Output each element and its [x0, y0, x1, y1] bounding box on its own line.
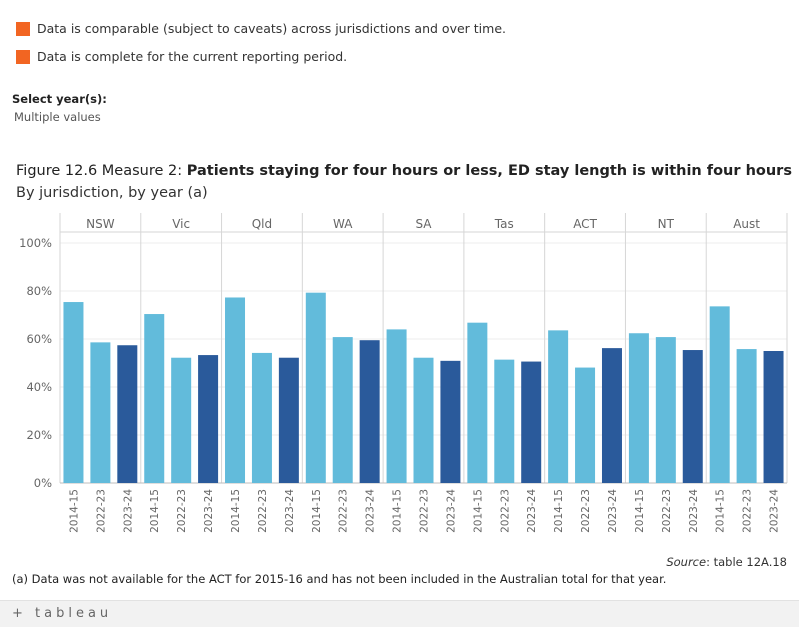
y-tick-label: 100% [19, 236, 52, 250]
y-tick-label: 0% [34, 476, 52, 490]
x-tick-label: 2014-15 [715, 489, 727, 533]
bar-chart: 0% 20% 40% 60% 80% 100% NSW 2014-15 2022-23 2023-… [19, 213, 788, 533]
year-filter-label: Select year(s): [12, 92, 107, 106]
bar [90, 342, 111, 483]
x-tick-label: 2022-23 [499, 489, 511, 533]
bar [548, 330, 569, 483]
x-tick-label: 2014-15 [634, 489, 646, 533]
legend-complete-text: Data is complete for the current reporti… [37, 49, 348, 64]
bar [251, 352, 272, 483]
source-label: Source [666, 555, 707, 569]
bar [386, 329, 407, 483]
source-text: : table 12A.18 [706, 555, 787, 569]
bar [332, 337, 353, 483]
bar [682, 350, 703, 483]
legend-swatch-complete [16, 49, 30, 64]
panel-header-tas: Tas [494, 217, 514, 231]
x-tick-label: 2014-15 [472, 489, 484, 533]
x-tick-label: 2022-23 [338, 489, 350, 533]
year-filter-value[interactable]: Multiple values [14, 110, 101, 124]
bar [63, 302, 84, 483]
bar [305, 292, 326, 483]
bar [763, 351, 784, 483]
y-tick-label: 80% [26, 284, 52, 298]
bar [413, 357, 434, 483]
bar [144, 314, 165, 483]
x-tick-label: 2022-23 [95, 489, 107, 533]
legend-comparable: Data is comparable (subject to caveats) … [16, 21, 506, 36]
x-tick-label: 2014-15 [68, 489, 80, 533]
tableau-footer: + tableau [0, 600, 799, 627]
x-tick-label: 2014-15 [392, 489, 404, 533]
bar [467, 322, 488, 483]
bar [225, 297, 246, 483]
x-tick-label: 2022-23 [176, 489, 188, 533]
bar [171, 357, 192, 483]
bar [521, 361, 542, 483]
panel-header-act: ACT [573, 217, 597, 231]
x-tick-label: 2014-15 [149, 489, 161, 533]
x-tick-label: 2022-23 [661, 489, 673, 533]
bar [494, 359, 515, 483]
x-tick-label: 2022-23 [419, 489, 431, 533]
panel-header-sa: SA [415, 217, 432, 231]
legend-complete: Data is complete for the current reporti… [16, 49, 347, 64]
x-tick-label: 2023-24 [607, 489, 619, 533]
x-tick-label: 2023-24 [526, 489, 538, 533]
bar [736, 349, 757, 483]
bar [278, 357, 299, 483]
bar [575, 367, 596, 483]
x-tick-label: 2023-24 [445, 489, 457, 533]
bar [117, 345, 138, 483]
bar [440, 360, 461, 483]
panel-header-wa: WA [333, 217, 353, 231]
chart-title: Figure 12.6 Measure 2: Patients staying … [16, 163, 792, 179]
panel-header-nt: NT [658, 217, 675, 231]
tableau-logo[interactable]: + tableau [12, 606, 113, 621]
panel-header-bar [60, 213, 787, 232]
bar [198, 355, 219, 483]
bar [709, 306, 730, 483]
bar [359, 340, 380, 483]
bar [655, 337, 676, 483]
x-tick-label: 2022-23 [742, 489, 754, 533]
bar [628, 333, 649, 483]
x-tick-label: 2022-23 [580, 489, 592, 533]
x-tick-label: 2023-24 [122, 489, 134, 533]
x-tick-label: 2023-24 [365, 489, 377, 533]
legend-swatch-comparable [16, 21, 30, 36]
chart-title-main: Patients staying for four hours or less,… [186, 163, 792, 179]
y-tick-label: 20% [26, 428, 52, 442]
bar [601, 348, 622, 483]
x-tick-label: 2023-24 [284, 489, 296, 533]
x-tick-label: 2014-15 [553, 489, 565, 533]
y-tick-label: 60% [26, 332, 52, 346]
chart-subtitle: By jurisdiction, by year (a) [16, 185, 208, 201]
x-tick-label: 2023-24 [769, 489, 781, 533]
source-note: Source: table 12A.18 [666, 555, 787, 569]
x-tick-label: 2023-24 [203, 489, 215, 533]
panel-header-qld: Qld [252, 217, 272, 231]
x-tick-label: 2023-24 [688, 489, 700, 533]
x-tick-label: 2014-15 [230, 489, 242, 533]
panel-header-nsw: NSW [86, 217, 115, 231]
x-tick-label: 2014-15 [311, 489, 323, 533]
x-tick-label: 2022-23 [257, 489, 269, 533]
panel-header-vic: Vic [172, 217, 190, 231]
chart-title-prefix: Figure 12.6 Measure 2: [16, 163, 187, 179]
legend-comparable-text: Data is comparable (subject to caveats) … [37, 21, 506, 36]
footnote: (a) Data was not available for the ACT f… [12, 572, 667, 586]
panel-header-aust: Aust [733, 217, 760, 231]
y-tick-label: 40% [26, 380, 52, 394]
